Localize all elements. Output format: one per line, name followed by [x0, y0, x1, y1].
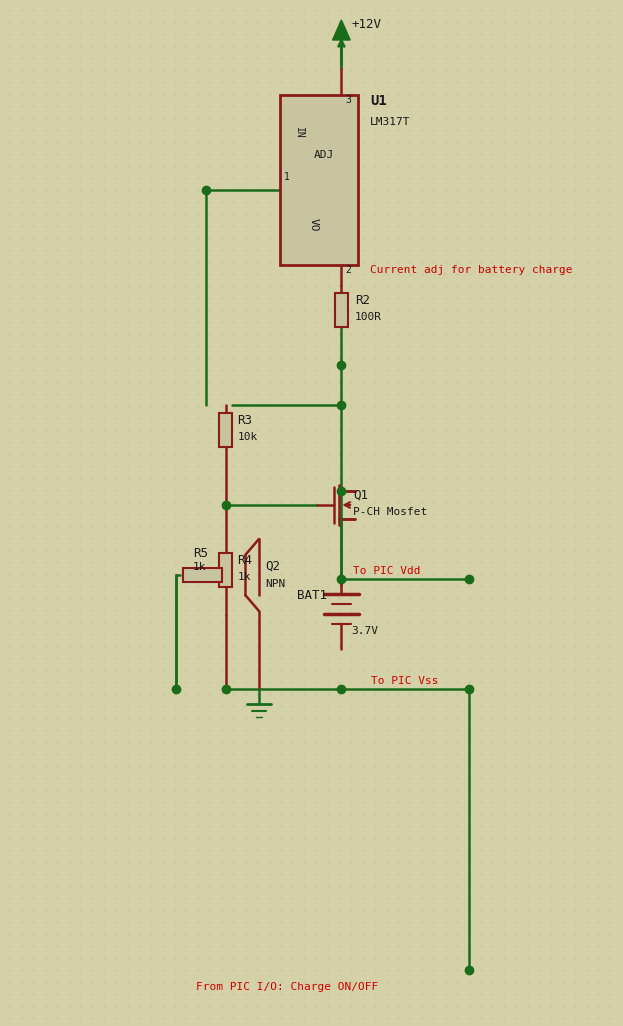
Text: IN: IN	[294, 127, 304, 139]
Text: NPN: NPN	[265, 579, 285, 589]
Text: ADJ: ADJ	[314, 150, 334, 160]
Text: P-CH Mosfet: P-CH Mosfet	[353, 507, 427, 517]
Text: From PIC I/O: Charge ON/OFF: From PIC I/O: Charge ON/OFF	[196, 982, 378, 992]
Text: 3.7V: 3.7V	[351, 626, 378, 636]
Text: Current adj for battery charge: Current adj for battery charge	[370, 265, 573, 275]
Text: Q1: Q1	[353, 489, 368, 502]
Polygon shape	[333, 19, 350, 40]
Text: 2: 2	[345, 265, 351, 275]
FancyBboxPatch shape	[219, 553, 232, 587]
FancyBboxPatch shape	[183, 568, 222, 582]
FancyBboxPatch shape	[280, 95, 358, 265]
Text: U1: U1	[370, 94, 387, 108]
Text: 1k: 1k	[193, 562, 206, 573]
Text: LM317T: LM317T	[370, 117, 411, 127]
Text: To PIC Vss: To PIC Vss	[371, 676, 439, 686]
Text: 10k: 10k	[237, 432, 258, 442]
Text: VO: VO	[309, 219, 319, 232]
Text: 1: 1	[283, 172, 289, 182]
Text: Q2: Q2	[265, 560, 280, 573]
Text: BAT1: BAT1	[297, 589, 327, 602]
Text: To PIC Vdd: To PIC Vdd	[353, 566, 421, 576]
Text: R4: R4	[237, 554, 252, 567]
Text: 100R: 100R	[355, 312, 382, 322]
Text: R3: R3	[237, 415, 252, 427]
FancyBboxPatch shape	[219, 413, 232, 447]
Text: 1k: 1k	[237, 573, 251, 582]
Text: R5: R5	[193, 547, 207, 560]
FancyBboxPatch shape	[335, 293, 348, 327]
Text: 3: 3	[345, 95, 351, 105]
Text: +12V: +12V	[351, 18, 381, 32]
Text: R2: R2	[355, 294, 370, 307]
